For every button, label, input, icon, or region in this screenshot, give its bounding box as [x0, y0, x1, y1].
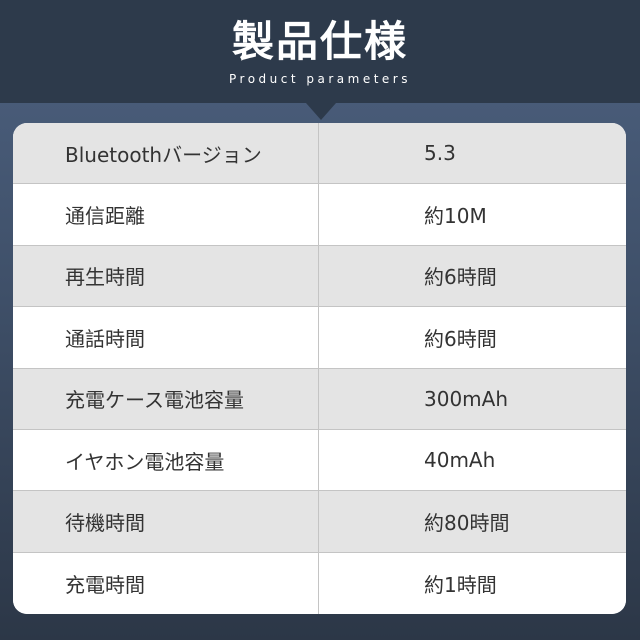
- spec-value: 300mAh: [424, 386, 509, 411]
- spec-label: Bluetoothバージョン: [13, 123, 319, 184]
- table-row: 待機時間 約80時間: [13, 491, 626, 553]
- table-row: 通信距離 約10M: [13, 184, 626, 246]
- header-banner: 製品仕様 Product parameters: [0, 0, 640, 103]
- spec-value: 約1時間: [424, 572, 497, 597]
- table-row: 再生時間 約6時間: [13, 245, 626, 308]
- table-row: イヤホン電池容量 40mAh: [13, 429, 626, 492]
- spec-value: 40mAh: [424, 448, 496, 473]
- spec-value: 5.3: [424, 141, 456, 166]
- spec-value: 約6時間: [424, 265, 497, 290]
- spec-table: Bluetoothバージョン 5.3 通信距離 約10M 再生時間 約6時間 通話時間…: [13, 123, 626, 614]
- spec-label: 充電ケース電池容量: [13, 368, 319, 429]
- page-subtitle: Product parameters: [229, 72, 411, 86]
- spec-label: 通信距離: [13, 184, 319, 245]
- spec-value: 約10M: [424, 204, 487, 229]
- header-pointer: [306, 103, 336, 120]
- spec-label: イヤホン電池容量: [13, 429, 319, 491]
- table-row: 充電時間 約1時間: [13, 552, 626, 614]
- spec-label: 待機時間: [13, 491, 319, 552]
- table-row: Bluetoothバージョン 5.3: [13, 123, 626, 185]
- spec-label: 再生時間: [13, 245, 319, 307]
- table-row: 通話時間 約6時間: [13, 307, 626, 369]
- spec-label: 充電時間: [13, 552, 319, 614]
- page-title: 製品仕様: [231, 17, 408, 66]
- spec-value: 約6時間: [424, 326, 497, 351]
- spec-label: 通話時間: [13, 307, 319, 368]
- table-row: 充電ケース電池容量 300mAh: [13, 368, 626, 430]
- spec-value: 約80時間: [424, 510, 510, 535]
